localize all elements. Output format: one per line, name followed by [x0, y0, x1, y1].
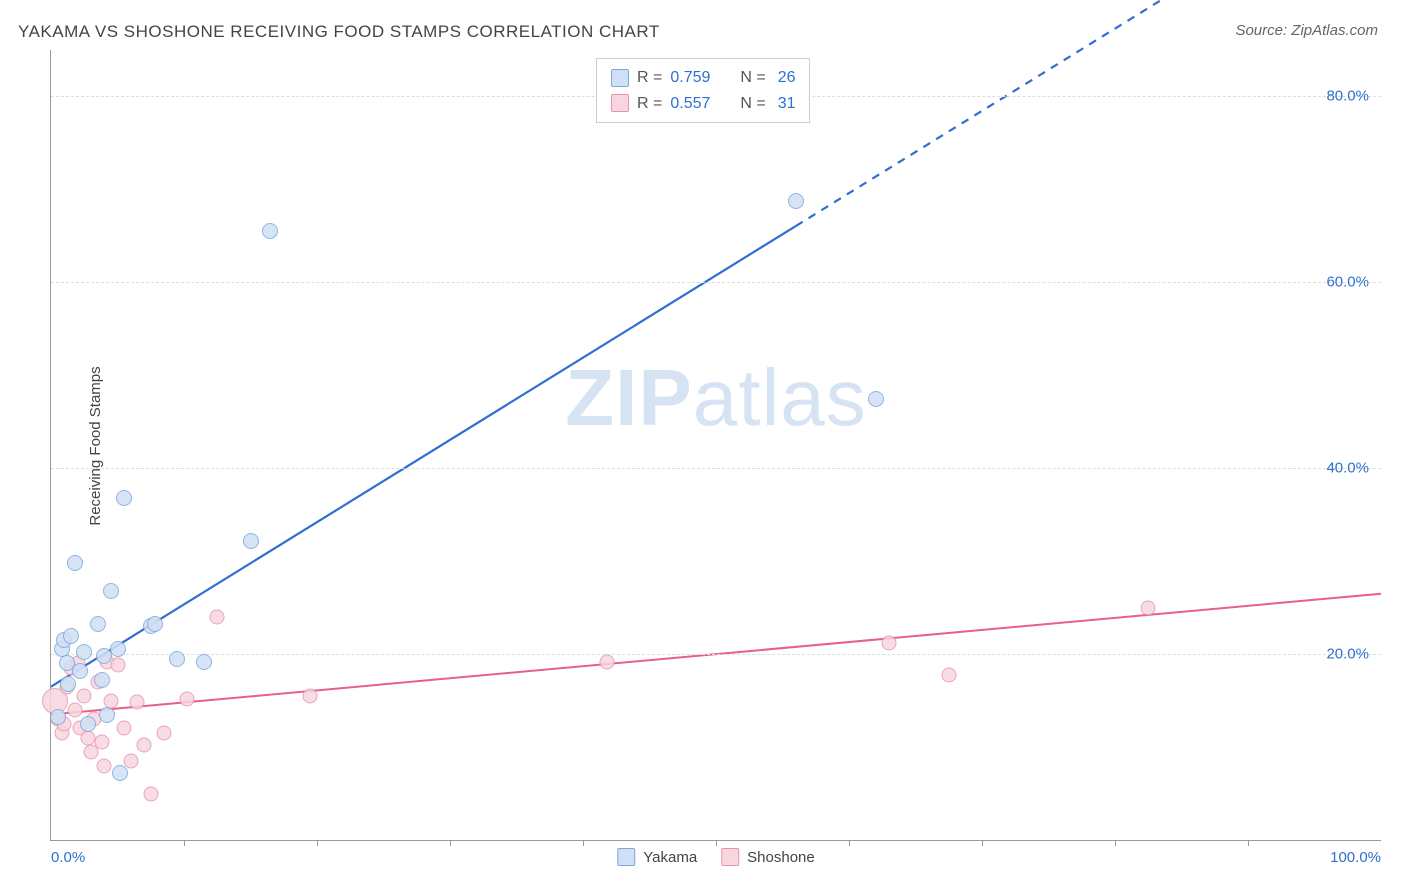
scatter-point — [143, 786, 158, 801]
scatter-point — [60, 676, 76, 692]
scatter-point — [76, 644, 92, 660]
gridline — [51, 654, 1381, 655]
y-tick-label: 60.0% — [1314, 274, 1369, 291]
scatter-point — [881, 635, 896, 650]
scatter-point — [243, 533, 259, 549]
chart-title: YAKAMA VS SHOSHONE RECEIVING FOOD STAMPS… — [18, 22, 660, 42]
scatter-point — [1141, 600, 1156, 615]
x-tick-label: 0.0% — [51, 849, 85, 866]
legend-r-value: 0.759 — [670, 65, 722, 91]
scatter-point — [868, 391, 884, 407]
x-tick-mark — [1115, 840, 1116, 846]
x-tick-mark — [184, 840, 185, 846]
y-tick-label: 40.0% — [1314, 460, 1369, 477]
scatter-point — [94, 735, 109, 750]
scatter-point — [147, 616, 163, 632]
scatter-point — [110, 658, 125, 673]
scatter-point — [90, 616, 106, 632]
scatter-point — [179, 691, 194, 706]
legend-n-label: N = — [740, 91, 765, 117]
series-legend-item: Yakama — [617, 848, 697, 866]
scatter-point — [97, 758, 112, 773]
legend-swatch — [721, 848, 739, 866]
scatter-point — [130, 695, 145, 710]
legend-n-value: 26 — [778, 65, 796, 91]
x-tick-label: 100.0% — [1330, 849, 1381, 866]
source-label: Source: ZipAtlas.com — [1235, 22, 1378, 39]
series-legend: Yakama Shoshone — [617, 848, 814, 866]
x-tick-mark — [716, 840, 717, 846]
scatter-point — [112, 765, 128, 781]
scatter-point — [117, 721, 132, 736]
x-tick-mark — [982, 840, 983, 846]
scatter-point — [788, 193, 804, 209]
scatter-point — [94, 672, 110, 688]
scatter-point — [196, 654, 212, 670]
gridline — [51, 282, 1381, 283]
scatter-point — [80, 716, 96, 732]
legend-r-value: 0.557 — [670, 91, 722, 117]
scatter-point — [67, 702, 82, 717]
watermark-atlas: atlas — [693, 353, 867, 442]
scatter-point — [210, 609, 225, 624]
scatter-point — [99, 707, 115, 723]
scatter-point — [599, 654, 614, 669]
scatter-point — [50, 709, 66, 725]
legend-swatch — [611, 69, 629, 87]
x-tick-mark — [1248, 840, 1249, 846]
watermark: ZIPatlas — [565, 352, 866, 444]
x-tick-mark — [317, 840, 318, 846]
scatter-point — [103, 583, 119, 599]
gridline — [51, 468, 1381, 469]
scatter-point — [67, 555, 83, 571]
y-tick-label: 20.0% — [1314, 646, 1369, 663]
legend-swatch — [611, 94, 629, 112]
series-legend-item: Shoshone — [721, 848, 815, 866]
scatter-point — [72, 663, 88, 679]
scatter-point — [157, 726, 172, 741]
legend-r-label: R = — [637, 65, 662, 91]
scatter-point — [262, 223, 278, 239]
legend-swatch — [617, 848, 635, 866]
scatter-point — [169, 651, 185, 667]
scatter-point — [137, 738, 152, 753]
legend-r-label: R = — [637, 91, 662, 117]
scatter-point — [110, 641, 126, 657]
x-tick-mark — [583, 840, 584, 846]
watermark-zip: ZIP — [565, 353, 692, 442]
regression-line-solid — [51, 226, 796, 687]
series-name: Shoshone — [747, 849, 815, 866]
legend-n-label: N = — [740, 65, 765, 91]
legend-n-value: 31 — [778, 91, 796, 117]
regression-lines — [51, 50, 1381, 840]
plot-area: ZIPatlas 20.0%40.0%60.0%80.0%0.0%100.0%R… — [50, 50, 1381, 841]
y-tick-label: 80.0% — [1314, 88, 1369, 105]
correlation-legend: R = 0.759 N = 26 R = 0.557 N = 31 — [596, 58, 810, 123]
legend-row: R = 0.759 N = 26 — [611, 65, 795, 91]
legend-row: R = 0.557 N = 31 — [611, 91, 795, 117]
scatter-point — [116, 490, 132, 506]
scatter-point — [77, 688, 92, 703]
series-name: Yakama — [643, 849, 697, 866]
scatter-point — [63, 628, 79, 644]
scatter-point — [941, 667, 956, 682]
x-tick-mark — [849, 840, 850, 846]
x-tick-mark — [450, 840, 451, 846]
scatter-point — [303, 688, 318, 703]
